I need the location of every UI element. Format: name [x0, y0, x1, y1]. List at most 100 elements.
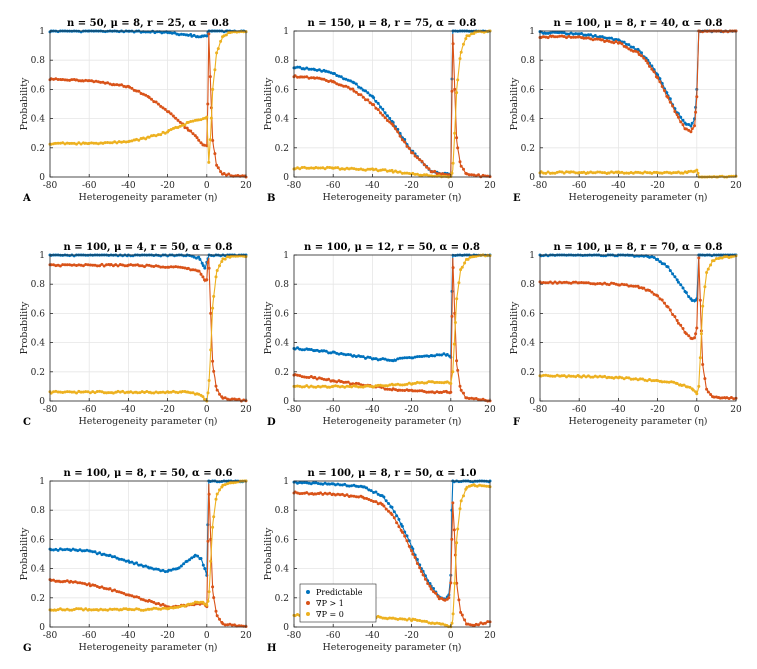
y-tick-label: 0.6 [31, 309, 46, 319]
data-point [220, 260, 224, 263]
data-point [120, 557, 123, 561]
data-point [450, 89, 454, 93]
data-point [208, 75, 212, 79]
data-point [163, 606, 167, 610]
data-point [400, 524, 404, 528]
data-point [211, 585, 215, 589]
data-point [405, 356, 409, 360]
data-point [70, 263, 74, 267]
data-point [434, 591, 438, 595]
plot-area [50, 31, 246, 177]
data-point [176, 126, 180, 129]
data-point [115, 607, 119, 611]
data-point [648, 171, 651, 175]
data-point [95, 264, 99, 268]
data-point [586, 171, 590, 175]
data-point [362, 496, 366, 500]
data-point [54, 547, 58, 551]
data-point [723, 255, 726, 259]
data-point [221, 396, 225, 400]
data-point [344, 77, 348, 81]
data-point [167, 129, 171, 132]
data-point [422, 163, 426, 167]
data-point [712, 259, 716, 263]
data-point [138, 264, 142, 268]
data-point [551, 374, 555, 378]
y-tick-label: 0.2 [275, 594, 289, 604]
data-point [305, 75, 309, 79]
data-point [569, 31, 573, 35]
data-point [167, 265, 171, 269]
data-point [577, 32, 581, 36]
data-point [459, 388, 463, 392]
y-tick-label: 0.6 [31, 535, 46, 545]
data-point [665, 170, 669, 174]
data-point [174, 390, 178, 394]
data-point [132, 88, 136, 92]
data-point [196, 554, 200, 558]
data-point [73, 580, 77, 584]
data-point [102, 586, 106, 590]
data-point [376, 108, 380, 112]
data-point [367, 498, 371, 501]
x-tick-label: -20 [650, 181, 665, 191]
data-point [174, 116, 178, 120]
data-point [663, 301, 666, 305]
data-point [633, 254, 636, 258]
data-point [177, 566, 181, 570]
data-point [49, 578, 53, 582]
data-point [430, 390, 434, 394]
data-point [357, 168, 361, 171]
data-point [610, 36, 613, 40]
data-point [83, 549, 87, 553]
data-point [553, 35, 557, 39]
data-point [201, 117, 205, 121]
data-point [627, 47, 631, 51]
data-point [405, 144, 409, 148]
data-point [61, 78, 65, 81]
data-point [80, 549, 84, 553]
data-point [230, 623, 234, 627]
data-point [481, 173, 485, 177]
data-point [584, 172, 588, 175]
data-point [397, 517, 401, 521]
x-tick-label: 20 [240, 631, 252, 641]
data-point [190, 556, 194, 560]
y-tick-label: 1 [39, 477, 45, 487]
data-point [129, 263, 133, 267]
data-point [415, 380, 419, 384]
x-tick-label: -20 [404, 405, 419, 415]
data-point [413, 381, 417, 385]
data-point [54, 389, 58, 393]
data-point [115, 590, 119, 593]
data-point [241, 174, 244, 178]
data-point [354, 484, 358, 488]
data-point [79, 263, 83, 267]
y-tick-label: 0.2 [31, 368, 45, 378]
data-point [391, 170, 395, 174]
y-tick-label: 0.2 [31, 594, 45, 604]
x-tick-label: 0 [204, 631, 210, 641]
x-tick-label: -40 [611, 181, 626, 191]
data-point [214, 497, 218, 501]
panel-title: n = 100, μ = 12, r = 50, α = 0.8 [304, 242, 480, 253]
axes-box [293, 30, 491, 178]
data-point [337, 83, 341, 87]
data-point [586, 33, 590, 37]
data-point [472, 397, 476, 401]
data-point [229, 481, 233, 485]
data-point [76, 549, 80, 553]
y-tick-label: 0.2 [275, 144, 289, 154]
y-tick-label: 0.2 [521, 144, 535, 154]
data-point [296, 613, 299, 616]
data-point [372, 357, 376, 361]
panel-letter: A [22, 193, 31, 204]
data-point [548, 280, 552, 284]
data-point [63, 608, 67, 612]
data-point [413, 355, 417, 359]
data-point [640, 54, 643, 58]
data-point [584, 33, 588, 37]
y-tick-label: 0.8 [31, 56, 46, 66]
data-point [577, 35, 581, 39]
data-point [293, 347, 297, 351]
